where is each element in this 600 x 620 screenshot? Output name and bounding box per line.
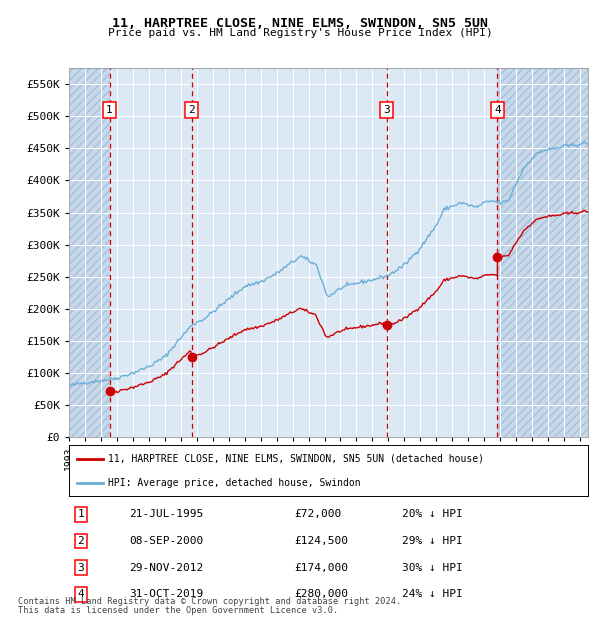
- Bar: [497, 68, 588, 437]
- Text: 20% ↓ HPI: 20% ↓ HPI: [402, 509, 463, 520]
- Text: 3: 3: [77, 562, 85, 573]
- Text: £124,500: £124,500: [294, 536, 348, 546]
- Text: 24% ↓ HPI: 24% ↓ HPI: [402, 589, 463, 600]
- Text: 29% ↓ HPI: 29% ↓ HPI: [402, 536, 463, 546]
- Text: 4: 4: [494, 105, 501, 115]
- Text: 2: 2: [77, 536, 85, 546]
- Text: 30% ↓ HPI: 30% ↓ HPI: [402, 562, 463, 573]
- Text: 31-OCT-2019: 31-OCT-2019: [129, 589, 203, 600]
- Text: 29-NOV-2012: 29-NOV-2012: [129, 562, 203, 573]
- Text: 3: 3: [383, 105, 391, 115]
- Text: 1: 1: [106, 105, 113, 115]
- Text: £280,000: £280,000: [294, 589, 348, 600]
- Text: HPI: Average price, detached house, Swindon: HPI: Average price, detached house, Swin…: [108, 478, 361, 488]
- Text: 4: 4: [77, 589, 85, 600]
- Bar: [69, 68, 110, 437]
- Text: 21-JUL-1995: 21-JUL-1995: [129, 509, 203, 520]
- Text: This data is licensed under the Open Government Licence v3.0.: This data is licensed under the Open Gov…: [18, 606, 338, 615]
- Text: 08-SEP-2000: 08-SEP-2000: [129, 536, 203, 546]
- Text: £174,000: £174,000: [294, 562, 348, 573]
- Text: 11, HARPTREE CLOSE, NINE ELMS, SWINDON, SN5 5UN: 11, HARPTREE CLOSE, NINE ELMS, SWINDON, …: [112, 17, 488, 30]
- Text: £72,000: £72,000: [294, 509, 341, 520]
- Text: Contains HM Land Registry data © Crown copyright and database right 2024.: Contains HM Land Registry data © Crown c…: [18, 597, 401, 606]
- Text: 11, HARPTREE CLOSE, NINE ELMS, SWINDON, SN5 5UN (detached house): 11, HARPTREE CLOSE, NINE ELMS, SWINDON, …: [108, 454, 484, 464]
- Text: Price paid vs. HM Land Registry's House Price Index (HPI): Price paid vs. HM Land Registry's House …: [107, 28, 493, 38]
- Text: 2: 2: [188, 105, 195, 115]
- Text: 1: 1: [77, 509, 85, 520]
